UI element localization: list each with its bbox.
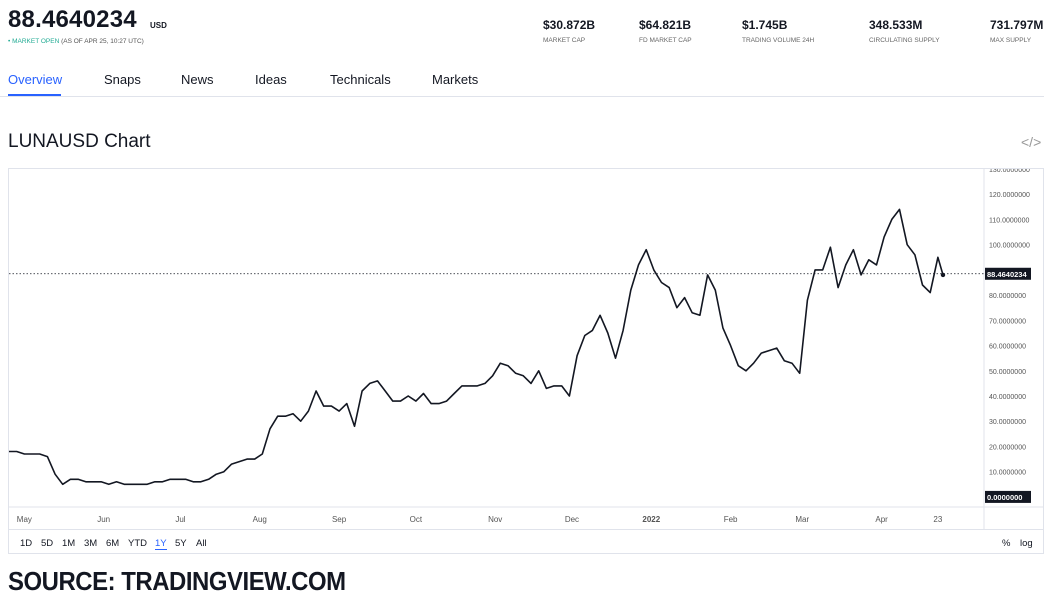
x-tick-label: Jun [97,515,110,524]
x-tick-label: Oct [410,515,423,524]
x-tick-label: Dec [565,515,579,524]
y-tick-label: 110.0000000 [989,217,1029,224]
range-6m-button[interactable]: 6M [106,538,120,549]
tab-bar: Overview Snaps News Ideas Technicals Mar… [0,64,1044,97]
stat-label: CIRCULATING SUPPLY [869,37,940,44]
range-3m-button[interactable]: 3M [84,538,98,549]
tab-technicals[interactable]: Technicals [330,72,391,87]
x-tick-label: 23 [933,515,942,524]
stat-label: FD MARKET CAP [639,37,692,44]
stat-trading-volume: $1.745B TRADING VOLUME 24H [742,18,814,44]
stat-value: $30.872B [543,18,596,32]
range-all-button[interactable]: All [196,538,207,549]
market-status-text: MARKET OPEN [12,38,60,45]
stat-value: 348.533M [869,18,923,32]
time-range-bar: 1D 5D 1M 3M 6M YTD 1Y 5Y All % log [9,529,1043,553]
stat-market-cap: $30.872B MARKET CAP [543,18,595,44]
y-tick-label: 50.0000000 [989,369,1026,376]
stat-value: $1.745B [742,18,788,32]
tab-snaps[interactable]: Snaps [104,72,141,87]
stat-fd-market-cap: $64.821B FD MARKET CAP [639,18,692,44]
range-1y-button[interactable]: 1Y [155,538,167,550]
stat-max-supply: 731.797M MAX SUPPLY [990,18,1043,44]
last-price-badge [985,267,1031,280]
tab-markets[interactable]: Markets [432,72,479,87]
market-status-dot-icon: • [8,38,11,45]
x-tick-label: Feb [724,515,738,524]
stat-circulating-supply: 348.533M CIRCULATING SUPPLY [869,18,940,44]
y-tick-label: 20.0000000 [989,444,1026,451]
market-status: • MARKET OPEN (AS OF APR 25, 10:27 UTC) [8,38,144,45]
zero-price-badge [985,490,1031,503]
price-series-line [9,208,944,486]
range-5d-button[interactable]: 5D [41,538,54,549]
range-5y-button[interactable]: 5Y [175,538,187,549]
x-tick-label: 2022 [642,515,660,524]
chart-frame [8,168,1044,554]
range-ytd-button[interactable]: YTD [128,538,147,549]
y-tick-label: 30.0000000 [989,419,1026,426]
y-tick-label: 40.0000000 [989,394,1026,401]
stat-label: MAX SUPPLY [990,37,1032,44]
x-tick-label: Apr [875,515,888,524]
last-price-label: 88.4640234 [987,270,1027,279]
last-point-marker [940,272,946,278]
x-tick-label: Mar [795,515,809,524]
x-tick-label: Sep [332,515,347,524]
price-chart[interactable]: 10.0000000 20.0000000 30.0000000 40.0000000… [9,169,1043,529]
price-currency: USD [150,21,167,30]
range-1m-button[interactable]: 1M [62,538,76,549]
price-value: 88.4640234 [8,6,137,33]
stat-label: MARKET CAP [543,37,586,44]
log-scale-toggle[interactable]: log [1020,538,1033,549]
source-caption: SOURCE: TRADINGVIEW.COM [8,566,346,596]
y-tick-label: 130.0000000 [989,169,1030,174]
x-tick-label: May [17,515,32,524]
tab-ideas[interactable]: Ideas [255,72,287,87]
x-tick-label: Jul [175,515,185,524]
zero-price-label: 0.0000000 [987,493,1022,502]
chart-title: LUNAUSD Chart [8,131,151,152]
tab-news[interactable]: News [181,72,214,87]
x-tick-label: Nov [488,515,502,524]
x-tick-label: Aug [253,515,267,524]
y-tick-label: 120.0000000 [989,192,1030,199]
y-tick-label: 80.0000000 [989,293,1026,300]
stat-value: $64.821B [639,18,692,32]
y-tick-label: 70.0000000 [989,318,1026,325]
tab-overview[interactable]: Overview [8,72,63,87]
range-1d-button[interactable]: 1D [20,538,33,549]
y-tick-label: 60.0000000 [989,344,1026,351]
y-tick-label: 100.0000000 [989,243,1030,250]
stat-value: 731.797M [990,18,1044,32]
code-embed-icon[interactable]: </> [1021,134,1042,150]
stat-label: TRADING VOLUME 24H [742,37,815,44]
percent-scale-toggle[interactable]: % [1002,538,1011,549]
market-status-timestamp: (AS OF APR 25, 10:27 UTC) [61,38,144,45]
active-tab-indicator [8,94,61,96]
y-tick-label: 10.0000000 [989,470,1026,477]
